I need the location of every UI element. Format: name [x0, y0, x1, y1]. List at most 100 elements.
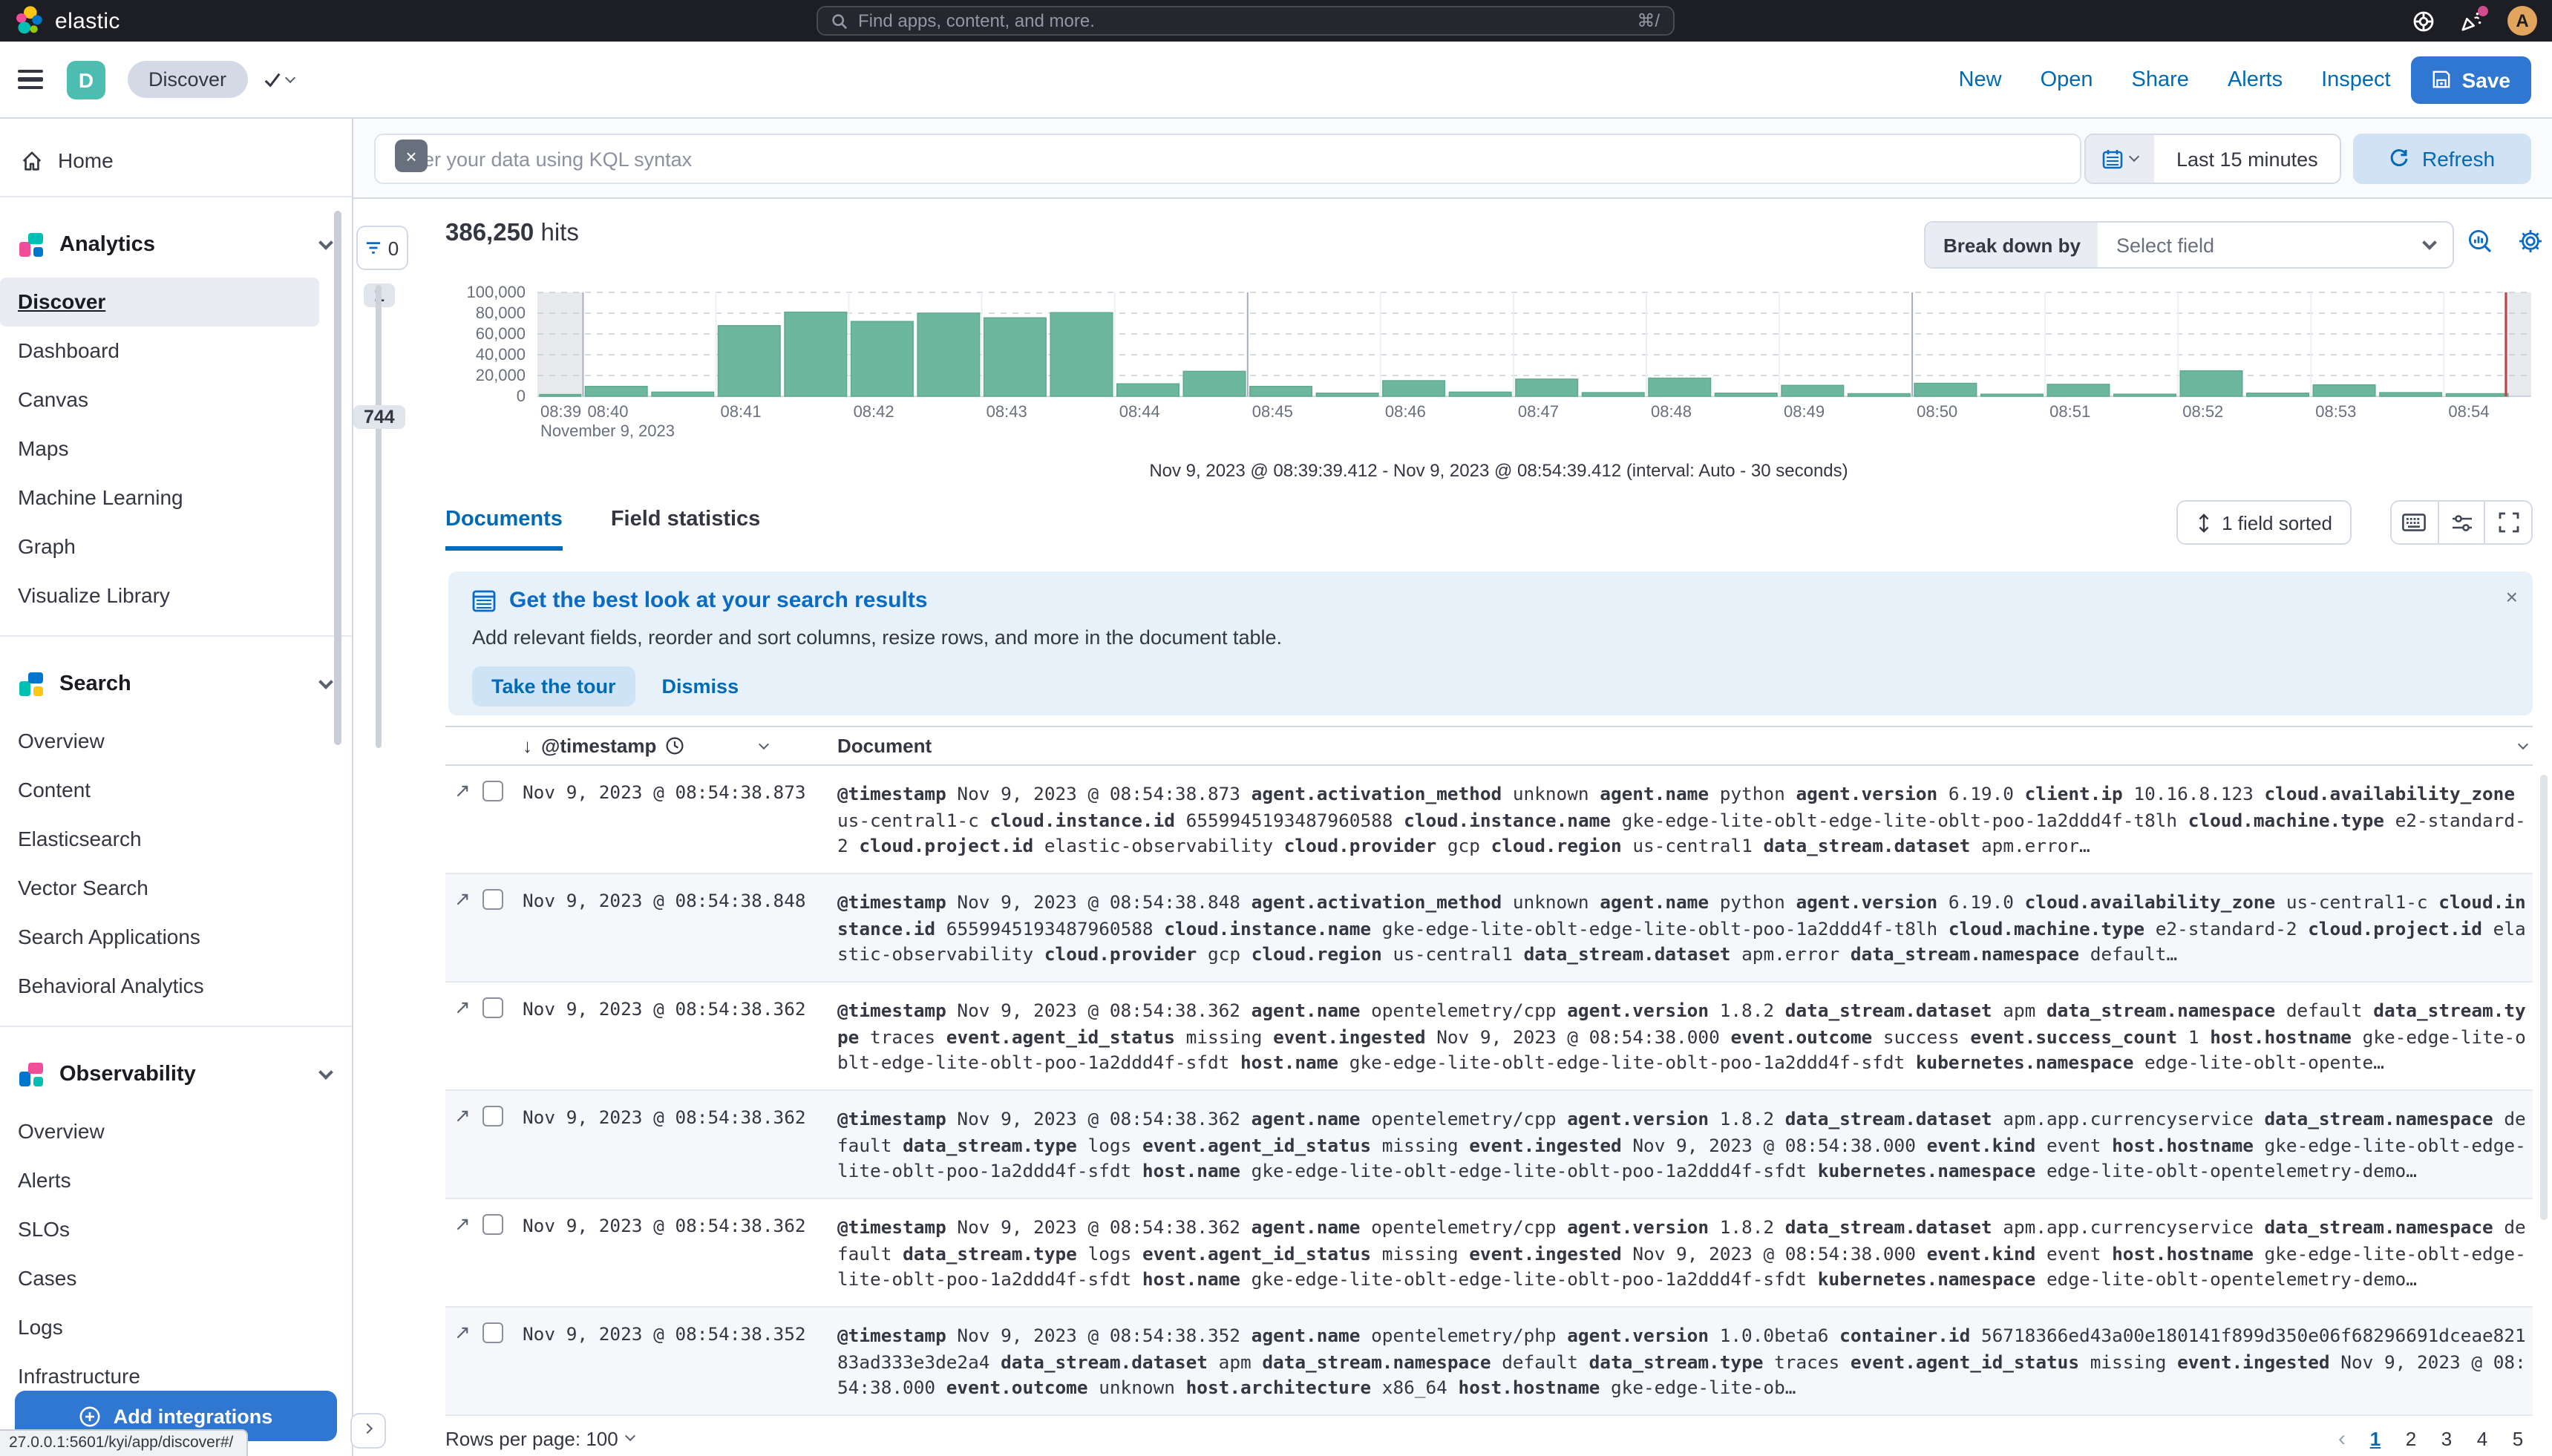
- expand-row-icon[interactable]: ↗: [454, 1321, 471, 1343]
- page-button-2[interactable]: 2: [2405, 1427, 2417, 1449]
- sidebar-item-graph[interactable]: Graph: [18, 534, 76, 558]
- histogram-bar[interactable]: [1382, 380, 1446, 397]
- collapse-fields-panel-button[interactable]: ×: [395, 140, 428, 172]
- page-button-1[interactable]: 1: [2369, 1427, 2381, 1449]
- histogram-bar[interactable]: [717, 325, 781, 397]
- row-checkbox[interactable]: [482, 781, 503, 801]
- sidebar-item-dashboard[interactable]: Dashboard: [18, 338, 120, 362]
- column-header-document[interactable]: Document: [837, 735, 932, 757]
- user-avatar[interactable]: A: [2507, 6, 2537, 36]
- menu-toggle-icon[interactable]: [18, 69, 43, 90]
- global-search-input[interactable]: Find apps, content, and more. ⌘/: [817, 6, 1675, 36]
- histogram-bar[interactable]: [983, 317, 1047, 397]
- sidebar-item-canvas[interactable]: Canvas: [18, 387, 88, 411]
- histogram-bar[interactable]: [1448, 391, 1512, 397]
- histogram-bar[interactable]: [2246, 393, 2310, 397]
- breakdown-select[interactable]: Break down by Select field: [1924, 221, 2454, 269]
- sidebar-item-alerts[interactable]: Alerts: [18, 1168, 71, 1192]
- previous-page-icon[interactable]: ‹: [2338, 1426, 2346, 1451]
- display-options-icon[interactable]: [2437, 502, 2484, 543]
- histogram-bar[interactable]: [2312, 384, 2376, 397]
- sidebar-item-machine-learning[interactable]: Machine Learning: [18, 485, 183, 509]
- histogram-bar[interactable]: [1315, 393, 1379, 397]
- nav-action-alerts[interactable]: Alerts: [2227, 68, 2283, 91]
- sidebar-item-visualize-library[interactable]: Visualize Library: [18, 583, 170, 607]
- expand-row-icon[interactable]: ↗: [454, 888, 471, 910]
- histogram-bar[interactable]: [2046, 384, 2110, 397]
- row-checkbox[interactable]: [482, 1214, 503, 1235]
- row-checkbox[interactable]: [482, 889, 503, 910]
- elastic-logo[interactable]: elastic: [15, 0, 120, 42]
- lens-suggestions-icon[interactable]: [2467, 229, 2493, 254]
- page-button-4[interactable]: 4: [2476, 1427, 2488, 1449]
- sidebar-item-discover[interactable]: Discover: [0, 278, 319, 327]
- histogram-bar[interactable]: [2379, 392, 2443, 397]
- help-icon[interactable]: [2412, 10, 2435, 32]
- available-fields-count-badge[interactable]: 744: [353, 405, 405, 429]
- histogram-bar[interactable]: [1515, 378, 1579, 397]
- sidebar-item-infrastructure[interactable]: Infrastructure: [18, 1364, 140, 1388]
- histogram-bar[interactable]: [539, 393, 582, 397]
- chart-options-gear-icon[interactable]: [2518, 229, 2543, 254]
- histogram-bar[interactable]: [1714, 393, 1778, 397]
- sorted-fields-button[interactable]: 1 field sorted: [2176, 500, 2352, 545]
- column-menu-chevron-icon[interactable]: [758, 738, 770, 750]
- sidebar-item-home[interactable]: Home: [0, 140, 352, 181]
- space-badge[interactable]: D: [67, 60, 105, 99]
- rows-per-page-button[interactable]: Rows per page: 100: [445, 1427, 636, 1449]
- sidebar-scrollbar[interactable]: [334, 211, 341, 745]
- row-checkbox[interactable]: [482, 997, 503, 1018]
- histogram-bar[interactable]: [2179, 370, 2243, 397]
- tab-documents[interactable]: Documents: [445, 496, 563, 551]
- sidebar-item-cases[interactable]: Cases: [18, 1266, 77, 1290]
- dismiss-button[interactable]: Dismiss: [661, 675, 739, 698]
- take-tour-button[interactable]: Take the tour: [472, 666, 635, 706]
- histogram-bar[interactable]: [584, 385, 648, 397]
- histogram-bar[interactable]: [1581, 392, 1645, 397]
- expand-row-icon[interactable]: ↗: [454, 996, 471, 1018]
- sidebar-item-content[interactable]: Content: [18, 778, 91, 801]
- save-button[interactable]: Save: [2411, 56, 2531, 103]
- histogram-bar[interactable]: [1914, 382, 1977, 397]
- expand-row-icon[interactable]: ↗: [454, 779, 471, 801]
- callout-close-icon[interactable]: ×: [2505, 585, 2518, 609]
- column-menu-chevron-icon[interactable]: [2517, 738, 2529, 750]
- histogram-bar[interactable]: [1648, 377, 1712, 397]
- histogram-bar[interactable]: [1116, 383, 1180, 397]
- sidebar-item-maps[interactable]: Maps: [18, 436, 69, 460]
- sidebar-item-overview[interactable]: Overview: [18, 729, 105, 752]
- sidebar-group-observability[interactable]: Observability: [0, 1042, 352, 1107]
- date-picker-menu-button[interactable]: [2086, 135, 2154, 183]
- histogram-bar[interactable]: [917, 312, 981, 397]
- expand-fields-panel-button[interactable]: [350, 1413, 386, 1449]
- sidebar-item-search-applications[interactable]: Search Applications: [18, 925, 200, 948]
- keyboard-shortcuts-icon[interactable]: [2392, 502, 2437, 543]
- histogram-bar[interactable]: [1050, 312, 1113, 397]
- row-checkbox[interactable]: [482, 1322, 503, 1343]
- row-checkbox[interactable]: [482, 1106, 503, 1127]
- sidebar-item-elasticsearch[interactable]: Elasticsearch: [18, 827, 142, 850]
- grid-scrollbar[interactable]: [2540, 775, 2548, 1220]
- expand-row-icon[interactable]: ↗: [454, 1213, 471, 1235]
- tab-field-statistics[interactable]: Field statistics: [610, 508, 761, 531]
- column-header-timestamp[interactable]: ↓ @timestamp: [523, 735, 760, 757]
- time-range-value[interactable]: Last 15 minutes: [2176, 148, 2318, 170]
- histogram-bar[interactable]: [2445, 393, 2509, 397]
- nav-action-open[interactable]: Open: [2040, 68, 2093, 91]
- nav-action-inspect[interactable]: Inspect: [2321, 68, 2391, 91]
- sidebar-item-logs[interactable]: Logs: [18, 1315, 63, 1339]
- histogram-bar[interactable]: [1182, 370, 1246, 397]
- sidebar-item-vector-search[interactable]: Vector Search: [18, 876, 148, 899]
- histogram-bar[interactable]: [651, 391, 715, 397]
- histogram-chart[interactable]: 0 20,000 40,000 60,000 80,000 100,000 08:39 08:…: [445, 264, 2552, 445]
- sidebar-item-behavioral-analytics[interactable]: Behavioral Analytics: [18, 974, 204, 997]
- breadcrumb[interactable]: Discover: [128, 61, 248, 98]
- sidebar-group-analytics[interactable]: Analytics: [0, 212, 352, 278]
- breadcrumb-menu-button[interactable]: [262, 70, 295, 89]
- histogram-bar[interactable]: [1847, 393, 1911, 397]
- news-feed-icon[interactable]: [2460, 5, 2488, 32]
- fields-panel-scrollbar[interactable]: [376, 285, 382, 748]
- histogram-bar[interactable]: [1980, 393, 2044, 397]
- sidebar-item-overview[interactable]: Overview: [18, 1119, 105, 1143]
- page-button-3[interactable]: 3: [2441, 1427, 2453, 1449]
